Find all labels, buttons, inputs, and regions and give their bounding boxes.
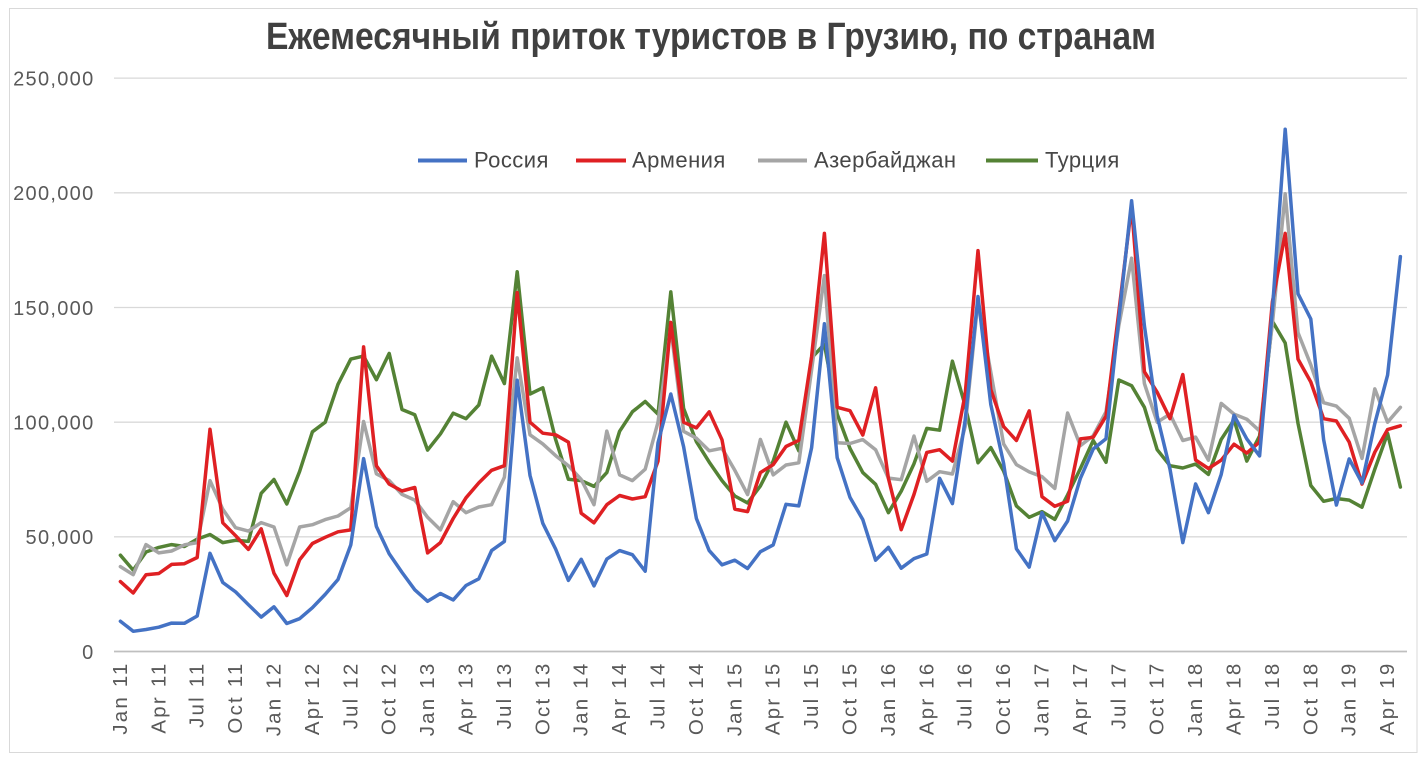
svg-text:Apr 19: Apr 19 xyxy=(1376,662,1399,736)
svg-text:Jul 18: Jul 18 xyxy=(1261,662,1284,730)
svg-text:0: 0 xyxy=(82,642,94,664)
svg-text:Jul 12: Jul 12 xyxy=(339,662,362,730)
svg-text:100,000: 100,000 xyxy=(13,413,94,435)
svg-text:Oct 12: Oct 12 xyxy=(378,662,401,736)
svg-text:Ежемесячный приток туристов в: Ежемесячный приток туристов в Грузию, по… xyxy=(266,16,1156,58)
svg-text:Oct 16: Oct 16 xyxy=(992,662,1015,736)
svg-text:Jan 19: Jan 19 xyxy=(1338,662,1361,737)
svg-text:Oct 13: Oct 13 xyxy=(531,662,554,736)
svg-text:Jan 13: Jan 13 xyxy=(416,662,439,737)
svg-text:Apr 15: Apr 15 xyxy=(762,662,785,736)
svg-text:Jul 13: Jul 13 xyxy=(493,662,516,730)
svg-text:Apr 11: Apr 11 xyxy=(147,662,170,734)
svg-text:Jan 12: Jan 12 xyxy=(263,662,286,737)
svg-text:Apr 18: Apr 18 xyxy=(1223,662,1246,736)
svg-text:Армения: Армения xyxy=(632,148,726,173)
svg-text:Oct 15: Oct 15 xyxy=(839,662,862,736)
svg-text:250,000: 250,000 xyxy=(13,68,94,90)
svg-text:Jul 15: Jul 15 xyxy=(800,662,823,730)
svg-text:200,000: 200,000 xyxy=(13,183,94,205)
svg-text:Jan 17: Jan 17 xyxy=(1031,662,1054,737)
svg-text:Oct 11: Oct 11 xyxy=(224,662,247,734)
svg-text:Oct 18: Oct 18 xyxy=(1299,662,1322,736)
svg-text:Jul 16: Jul 16 xyxy=(954,662,977,730)
svg-text:150,000: 150,000 xyxy=(13,298,94,320)
svg-text:Jan 16: Jan 16 xyxy=(877,662,900,737)
svg-text:Oct 17: Oct 17 xyxy=(1146,662,1169,736)
svg-text:Apr 16: Apr 16 xyxy=(915,662,938,736)
svg-text:Apr 17: Apr 17 xyxy=(1069,662,1092,736)
svg-text:Jan 15: Jan 15 xyxy=(723,662,746,737)
svg-text:Азербайджан: Азербайджан xyxy=(814,148,957,173)
svg-text:Apr 14: Apr 14 xyxy=(608,662,631,736)
svg-text:Apr 13: Apr 13 xyxy=(455,662,478,736)
svg-text:Россия: Россия xyxy=(474,148,549,173)
svg-text:Турция: Турция xyxy=(1045,148,1120,173)
svg-text:Jul 17: Jul 17 xyxy=(1107,662,1130,730)
svg-text:Jan 18: Jan 18 xyxy=(1184,662,1207,737)
svg-text:Jan 14: Jan 14 xyxy=(570,662,593,737)
svg-text:Jul 11: Jul 11 xyxy=(186,662,209,728)
svg-text:Jan 11: Jan 11 xyxy=(109,662,132,735)
svg-text:Apr 12: Apr 12 xyxy=(301,662,324,736)
svg-text:Oct 14: Oct 14 xyxy=(685,662,708,736)
svg-text:50,000: 50,000 xyxy=(26,527,95,549)
svg-text:Jul 14: Jul 14 xyxy=(647,662,670,730)
